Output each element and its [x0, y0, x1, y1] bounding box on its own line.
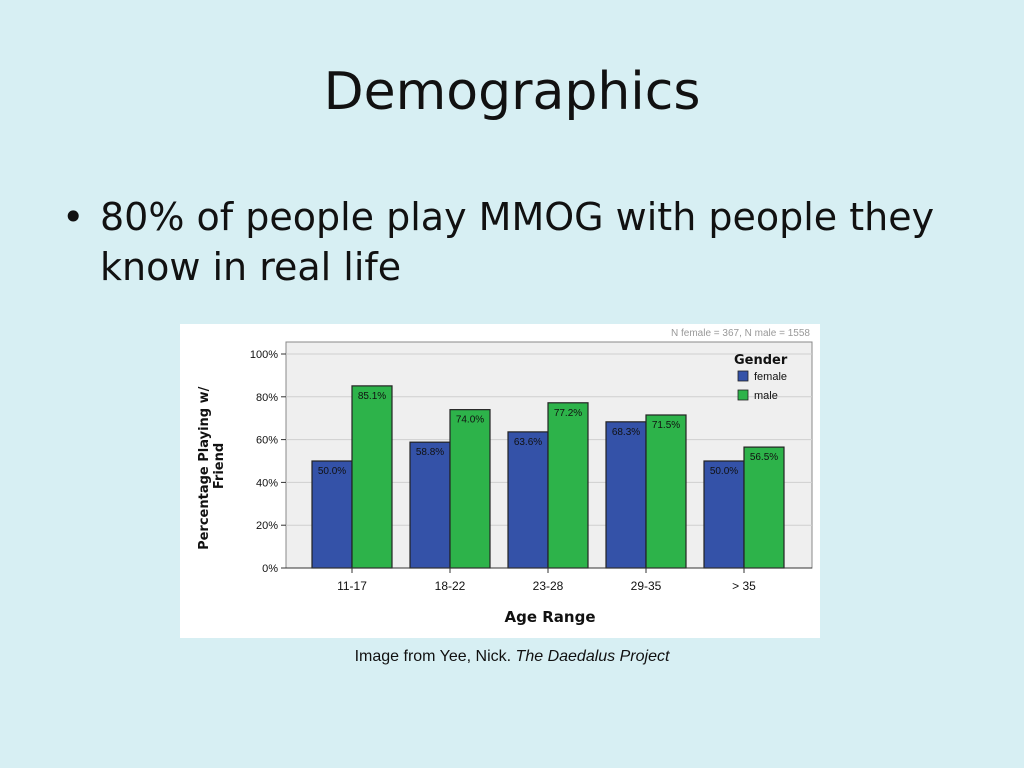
legend-label-female: female — [754, 371, 787, 383]
bar-female — [703, 460, 745, 569]
y-axis-label-line-2: Friend — [212, 443, 227, 489]
legend: Gender female male — [734, 353, 788, 402]
bar-female — [605, 421, 647, 569]
legend-swatch-female — [737, 370, 749, 382]
bar-male — [351, 385, 393, 569]
bar-female — [409, 441, 451, 569]
data-label-male: 85.1% — [358, 391, 386, 402]
x-tick-label: > 35 — [732, 579, 756, 593]
y-tick-label: 20% — [256, 520, 278, 532]
data-label-male: 74.0% — [456, 415, 484, 426]
caption-source: The Daedalus Project — [515, 648, 670, 665]
chart-note: N female = 367, N male = 1558 — [671, 328, 810, 339]
x-tick-label: 18-22 — [435, 579, 466, 593]
data-label-female: 50.0% — [710, 466, 738, 477]
x-tick-label: 29-35 — [631, 579, 662, 593]
bar-male — [743, 446, 785, 569]
data-label-male: 77.2% — [554, 408, 582, 419]
bar-female — [311, 460, 353, 569]
bar-male — [449, 409, 491, 569]
legend-swatch-male — [737, 389, 749, 401]
bullet-text: 80% of people play MMOG with people they… — [100, 195, 935, 289]
y-axis-label-line-1: Percentage Playing w/ — [197, 386, 212, 550]
bar-male — [547, 402, 589, 569]
data-label-female: 58.8% — [416, 447, 444, 458]
y-tick-label: 80% — [256, 392, 278, 404]
data-label-female: 63.6% — [514, 437, 542, 448]
y-axis-label: Percentage Playing w/ Friend — [197, 382, 227, 550]
chart-panel: 50.0% 85.1% 58.8% 74.0% 63.6% 77.2% 68.3% 71.5%… — [180, 324, 820, 638]
y-tick-label: 100% — [250, 349, 278, 361]
image-caption: Image from Yee, Nick. The Daedalus Proje… — [0, 648, 1024, 666]
data-label-male: 56.5% — [750, 452, 778, 463]
bar-male — [645, 414, 687, 569]
legend-label-male: male — [754, 390, 778, 402]
slide-title: Demographics — [323, 62, 701, 122]
data-label-female: 68.3% — [612, 427, 640, 438]
bullet-dot-icon: • — [62, 195, 85, 239]
x-axis-label: Age Range — [504, 608, 595, 626]
x-tick-label: 23-28 — [533, 579, 564, 593]
caption-prefix: Image from Yee, Nick. — [354, 648, 516, 665]
bullet-point: • 80% of people play MMOG with people th… — [62, 192, 962, 292]
bar-chart: 50.0% 85.1% 58.8% 74.0% 63.6% 77.2% 68.3% 71.5%… — [197, 328, 813, 626]
data-label-female: 50.0% — [318, 466, 346, 477]
y-tick-label: 0% — [262, 563, 278, 575]
legend-title: Gender — [734, 353, 788, 368]
y-tick-label: 60% — [256, 435, 278, 447]
bar-female — [507, 431, 549, 569]
data-label-male: 71.5% — [652, 420, 680, 431]
x-tick-label: 11-17 — [337, 579, 367, 593]
y-tick-label: 40% — [256, 477, 278, 489]
